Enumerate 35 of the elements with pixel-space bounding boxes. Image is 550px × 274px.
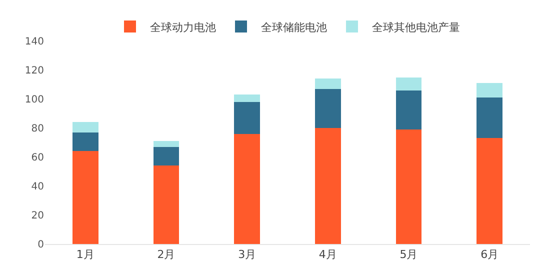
bar — [153, 146, 180, 166]
y-tick-label: 60 — [31, 152, 44, 164]
y-tick-label: 20 — [31, 210, 44, 222]
bar — [153, 166, 180, 244]
x-tick-label: 5月 — [400, 248, 418, 262]
y-tick-label: 0 — [38, 240, 44, 250]
x-tick-label: 4月 — [318, 248, 337, 262]
bar — [314, 78, 341, 89]
y-tick-label: 40 — [31, 182, 44, 192]
x-tick-label: 2月 — [157, 248, 176, 262]
bar — [234, 102, 260, 134]
bar — [72, 151, 98, 244]
bar — [72, 122, 98, 132]
legend-label: 全球其他电池产量 — [372, 20, 460, 34]
legend-label: 全球储能电池 — [261, 20, 327, 34]
bar — [153, 141, 180, 147]
bar — [314, 128, 341, 244]
bar — [314, 88, 341, 128]
x-tick-label: 1月 — [76, 248, 94, 262]
bar — [234, 134, 260, 244]
y-tick-label: 120 — [24, 66, 44, 76]
bar — [396, 90, 422, 130]
bar — [72, 132, 98, 152]
bar — [396, 129, 422, 244]
bar — [396, 77, 422, 90]
y-tick-label: 80 — [31, 124, 44, 134]
bar — [476, 98, 503, 138]
x-tick-label: 6月 — [480, 248, 499, 262]
y-tick-label: 100 — [24, 94, 44, 106]
y-tick-label: 140 — [24, 36, 44, 48]
legend-label: 全球动力电池 — [150, 20, 216, 34]
bar — [476, 83, 503, 98]
x-tick-label: 3月 — [238, 248, 256, 262]
bar — [234, 94, 260, 102]
bar — [476, 138, 503, 244]
